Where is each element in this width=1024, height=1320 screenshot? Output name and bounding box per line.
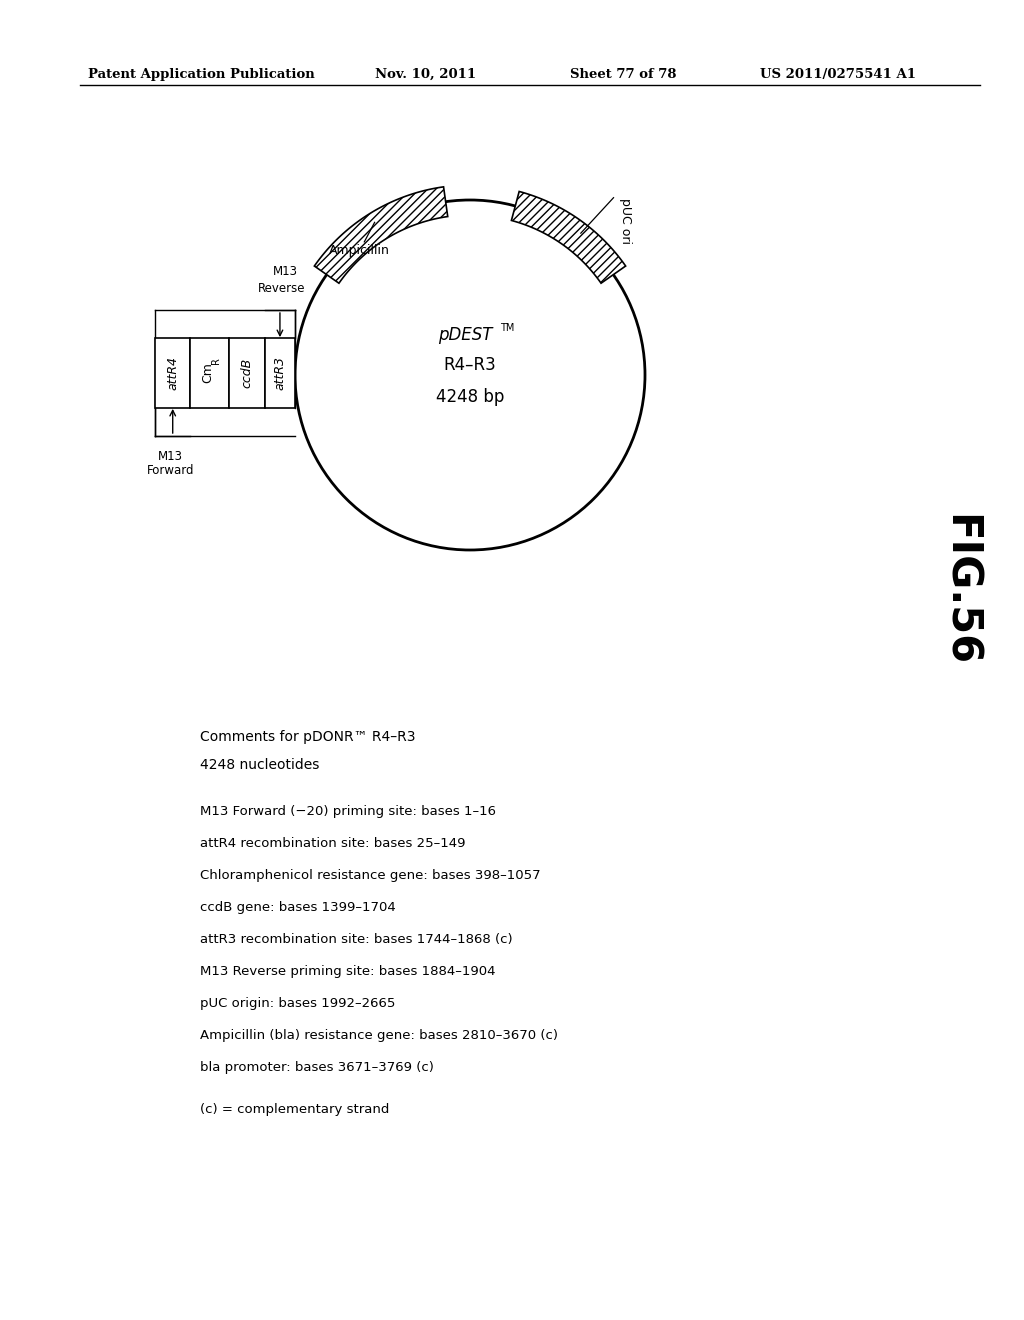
Text: Forward: Forward xyxy=(147,465,195,477)
Text: pDEST: pDEST xyxy=(438,326,493,345)
Text: 4248 nucleotides: 4248 nucleotides xyxy=(200,758,319,772)
Text: (c) = complementary strand: (c) = complementary strand xyxy=(200,1104,389,1115)
Text: M13: M13 xyxy=(272,265,297,279)
Text: attR3: attR3 xyxy=(273,356,287,389)
Text: attR4: attR4 xyxy=(166,356,179,389)
Text: TM: TM xyxy=(500,323,514,333)
Text: 4248 bp: 4248 bp xyxy=(436,388,504,407)
Text: attR4 recombination site: bases 25–149: attR4 recombination site: bases 25–149 xyxy=(200,837,466,850)
Text: Ampicillin: Ampicillin xyxy=(329,244,390,257)
Text: Chloramphenicol resistance gene: bases 398–1057: Chloramphenicol resistance gene: bases 3… xyxy=(200,869,541,882)
Text: ccdB: ccdB xyxy=(241,358,254,388)
Text: Ampicillin (bla) resistance gene: bases 2810–3670 (c): Ampicillin (bla) resistance gene: bases … xyxy=(200,1030,558,1041)
Text: Sheet 77 of 78: Sheet 77 of 78 xyxy=(570,69,677,81)
Text: bla promoter: bases 3671–3769 (c): bla promoter: bases 3671–3769 (c) xyxy=(200,1061,434,1074)
Text: Cm: Cm xyxy=(202,363,214,383)
Text: ccdB gene: bases 1399–1704: ccdB gene: bases 1399–1704 xyxy=(200,902,395,913)
Text: M13: M13 xyxy=(159,450,183,463)
Bar xyxy=(190,338,229,408)
Polygon shape xyxy=(314,187,447,284)
Text: pUC ori: pUC ori xyxy=(618,198,632,244)
Text: M13 Forward (−20) priming site: bases 1–16: M13 Forward (−20) priming site: bases 1–… xyxy=(200,805,496,818)
Text: US 2011/0275541 A1: US 2011/0275541 A1 xyxy=(760,69,916,81)
Bar xyxy=(155,338,190,408)
Bar xyxy=(265,338,295,408)
Bar xyxy=(229,338,265,408)
Text: Patent Application Publication: Patent Application Publication xyxy=(88,69,314,81)
Text: Nov. 10, 2011: Nov. 10, 2011 xyxy=(375,69,476,81)
Text: M13 Reverse priming site: bases 1884–1904: M13 Reverse priming site: bases 1884–190… xyxy=(200,965,496,978)
Text: pUC origin: bases 1992–2665: pUC origin: bases 1992–2665 xyxy=(200,997,395,1010)
Polygon shape xyxy=(511,191,626,284)
Text: attR3 recombination site: bases 1744–1868 (c): attR3 recombination site: bases 1744–186… xyxy=(200,933,513,946)
Text: R: R xyxy=(211,358,221,364)
Text: Reverse: Reverse xyxy=(258,282,306,294)
Text: Comments for pDONR™ R4–R3: Comments for pDONR™ R4–R3 xyxy=(200,730,416,744)
Text: R4–R3: R4–R3 xyxy=(443,356,497,374)
Text: FIG.56: FIG.56 xyxy=(939,513,981,667)
